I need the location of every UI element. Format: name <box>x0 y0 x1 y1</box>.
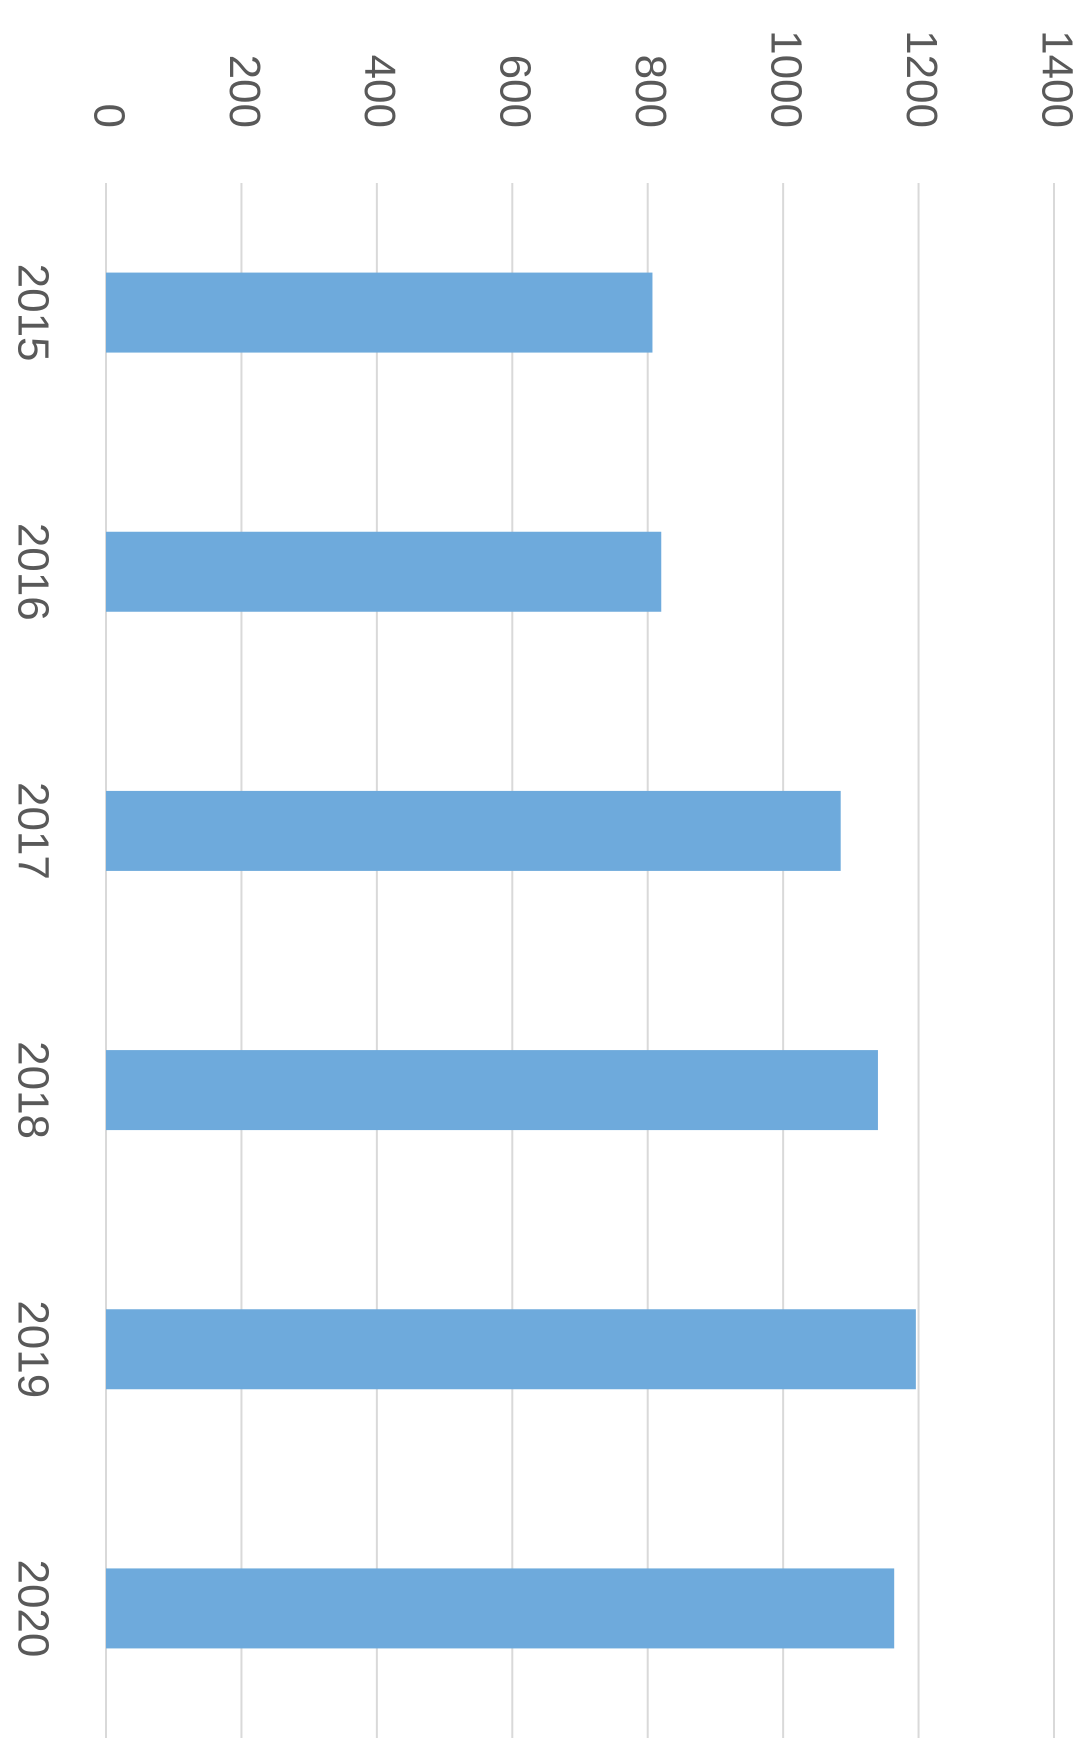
category-label: 2016 <box>8 523 57 621</box>
bar <box>106 272 653 353</box>
bar <box>106 531 662 612</box>
value-tick-label: 400 <box>355 55 404 128</box>
category-label: 2017 <box>8 782 57 880</box>
bar <box>106 1050 878 1131</box>
bar <box>106 790 841 871</box>
category-label: 2020 <box>8 1559 57 1657</box>
value-tick-label: 1000 <box>762 30 811 128</box>
category-label: 2015 <box>8 264 57 362</box>
category-label: 2018 <box>8 1041 57 1139</box>
value-tick-label: 600 <box>491 55 540 128</box>
value-tick-label: 1400 <box>1032 30 1081 128</box>
value-tick-label: 200 <box>220 55 269 128</box>
bar <box>106 1309 916 1390</box>
bar <box>106 1568 895 1649</box>
category-label: 2019 <box>8 1300 57 1398</box>
value-tick-label: 0 <box>84 104 133 128</box>
value-tick-label: 1200 <box>897 30 946 128</box>
value-tick-label: 800 <box>626 55 675 128</box>
